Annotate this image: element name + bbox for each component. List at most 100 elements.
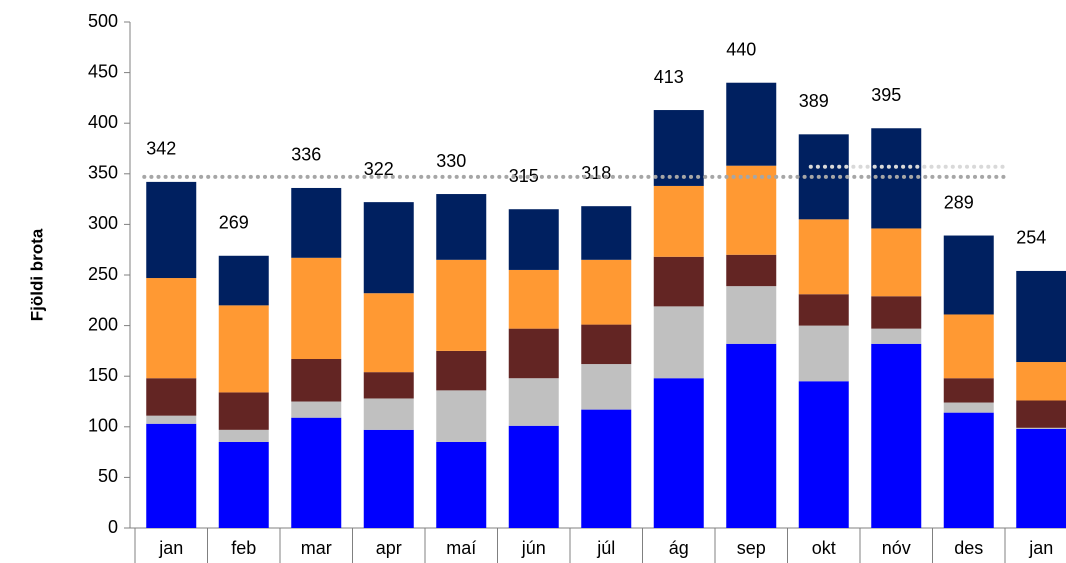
bar-segment [798, 294, 849, 326]
bar-segment [291, 257, 342, 359]
x-tick-label: okt [812, 538, 836, 558]
total-label: 254 [1016, 228, 1046, 248]
bar-segment [798, 381, 849, 528]
y-tick-label: 500 [88, 11, 118, 31]
x-tick-label: jan [158, 538, 183, 558]
bar-segment [218, 255, 269, 306]
bar-segment [581, 409, 632, 528]
bar-segment [871, 228, 922, 297]
bar-segment [726, 343, 777, 528]
bar-segment [363, 429, 414, 528]
x-tick-label: maí [446, 538, 476, 558]
total-label: 289 [944, 192, 974, 212]
x-tick-label: ág [669, 538, 689, 558]
bar-segment [146, 423, 197, 528]
y-tick-label: 350 [88, 163, 118, 183]
x-tick-label: nóv [882, 538, 911, 558]
bar-segment [581, 259, 632, 325]
bar-segment [508, 425, 559, 528]
bar-segment [436, 259, 487, 351]
bar-segment [291, 187, 342, 258]
bar-segment [798, 325, 849, 382]
bar-segment [291, 401, 342, 418]
bar-segment [943, 402, 994, 413]
bar-segment [218, 441, 269, 528]
y-tick-label: 450 [88, 61, 118, 81]
total-label: 330 [436, 151, 466, 171]
bar-segment [943, 314, 994, 379]
bar-segment [653, 306, 704, 379]
bar-segment [218, 429, 269, 442]
x-tick-label: apr [376, 538, 402, 558]
bar-segment [943, 235, 994, 315]
bar-segment [508, 209, 559, 270]
bar-segment [653, 110, 704, 186]
x-tick-label: jan [1028, 538, 1053, 558]
bar-segment [871, 296, 922, 329]
bar-segment [508, 328, 559, 379]
bar-segment [436, 390, 487, 442]
bar-segment [1016, 427, 1066, 429]
bar-segment [291, 417, 342, 528]
bar-segment [943, 412, 994, 528]
bar-segment [726, 254, 777, 287]
bar-segment [508, 269, 559, 329]
bar-segment [146, 415, 197, 424]
x-tick-label: mar [301, 538, 332, 558]
bar-segment [1016, 270, 1066, 363]
bar-segment [581, 364, 632, 410]
bar-segment [363, 202, 414, 294]
bar-segment [218, 305, 269, 393]
total-label: 336 [291, 145, 321, 165]
bar-segment [363, 398, 414, 430]
total-label: 318 [581, 163, 611, 183]
bar-segment [436, 350, 487, 391]
x-tick-label: júl [596, 538, 615, 558]
y-tick-label: 300 [88, 213, 118, 233]
bar-segment [871, 328, 922, 344]
bar-segment [653, 256, 704, 307]
y-tick-label: 200 [88, 314, 118, 334]
total-label: 322 [364, 159, 394, 179]
total-label: 440 [726, 39, 756, 59]
bar-segment [1016, 362, 1066, 401]
bar-segment [436, 441, 487, 528]
bar-segment [581, 324, 632, 365]
bar-segment [581, 206, 632, 260]
y-tick-label: 100 [88, 416, 118, 436]
bar-segment [726, 286, 777, 344]
bar-segment [1016, 400, 1066, 428]
bar-segment [798, 219, 849, 295]
bar-segment [726, 165, 777, 255]
bar-segment [653, 185, 704, 257]
bar-segment [508, 378, 559, 426]
bar-segment [291, 358, 342, 402]
bar-segment [146, 181, 197, 279]
bar-segment [218, 392, 269, 430]
y-tick-label: 400 [88, 112, 118, 132]
y-tick-label: 150 [88, 365, 118, 385]
total-label: 389 [799, 91, 829, 111]
total-label: 342 [146, 139, 176, 159]
y-tick-label: 250 [88, 264, 118, 284]
bar-segment [943, 378, 994, 403]
bar-segment [1016, 428, 1066, 528]
total-label: 413 [654, 67, 684, 87]
y-axis-label: Fjöldi brota [27, 228, 46, 321]
total-label: 269 [219, 213, 249, 233]
total-label: 315 [509, 166, 539, 186]
y-tick-label: 50 [98, 466, 118, 486]
x-tick-label: sep [737, 538, 766, 558]
bar-segment [363, 372, 414, 399]
bar-segment [726, 82, 777, 166]
bar-segment [653, 378, 704, 528]
x-tick-label: des [954, 538, 983, 558]
bar-segment [436, 194, 487, 260]
x-tick-label: feb [231, 538, 256, 558]
y-tick-label: 0 [108, 517, 118, 537]
bar-segment [146, 278, 197, 379]
x-tick-label: jún [521, 538, 546, 558]
bar-segment [871, 343, 922, 528]
bar-segment [363, 293, 414, 373]
